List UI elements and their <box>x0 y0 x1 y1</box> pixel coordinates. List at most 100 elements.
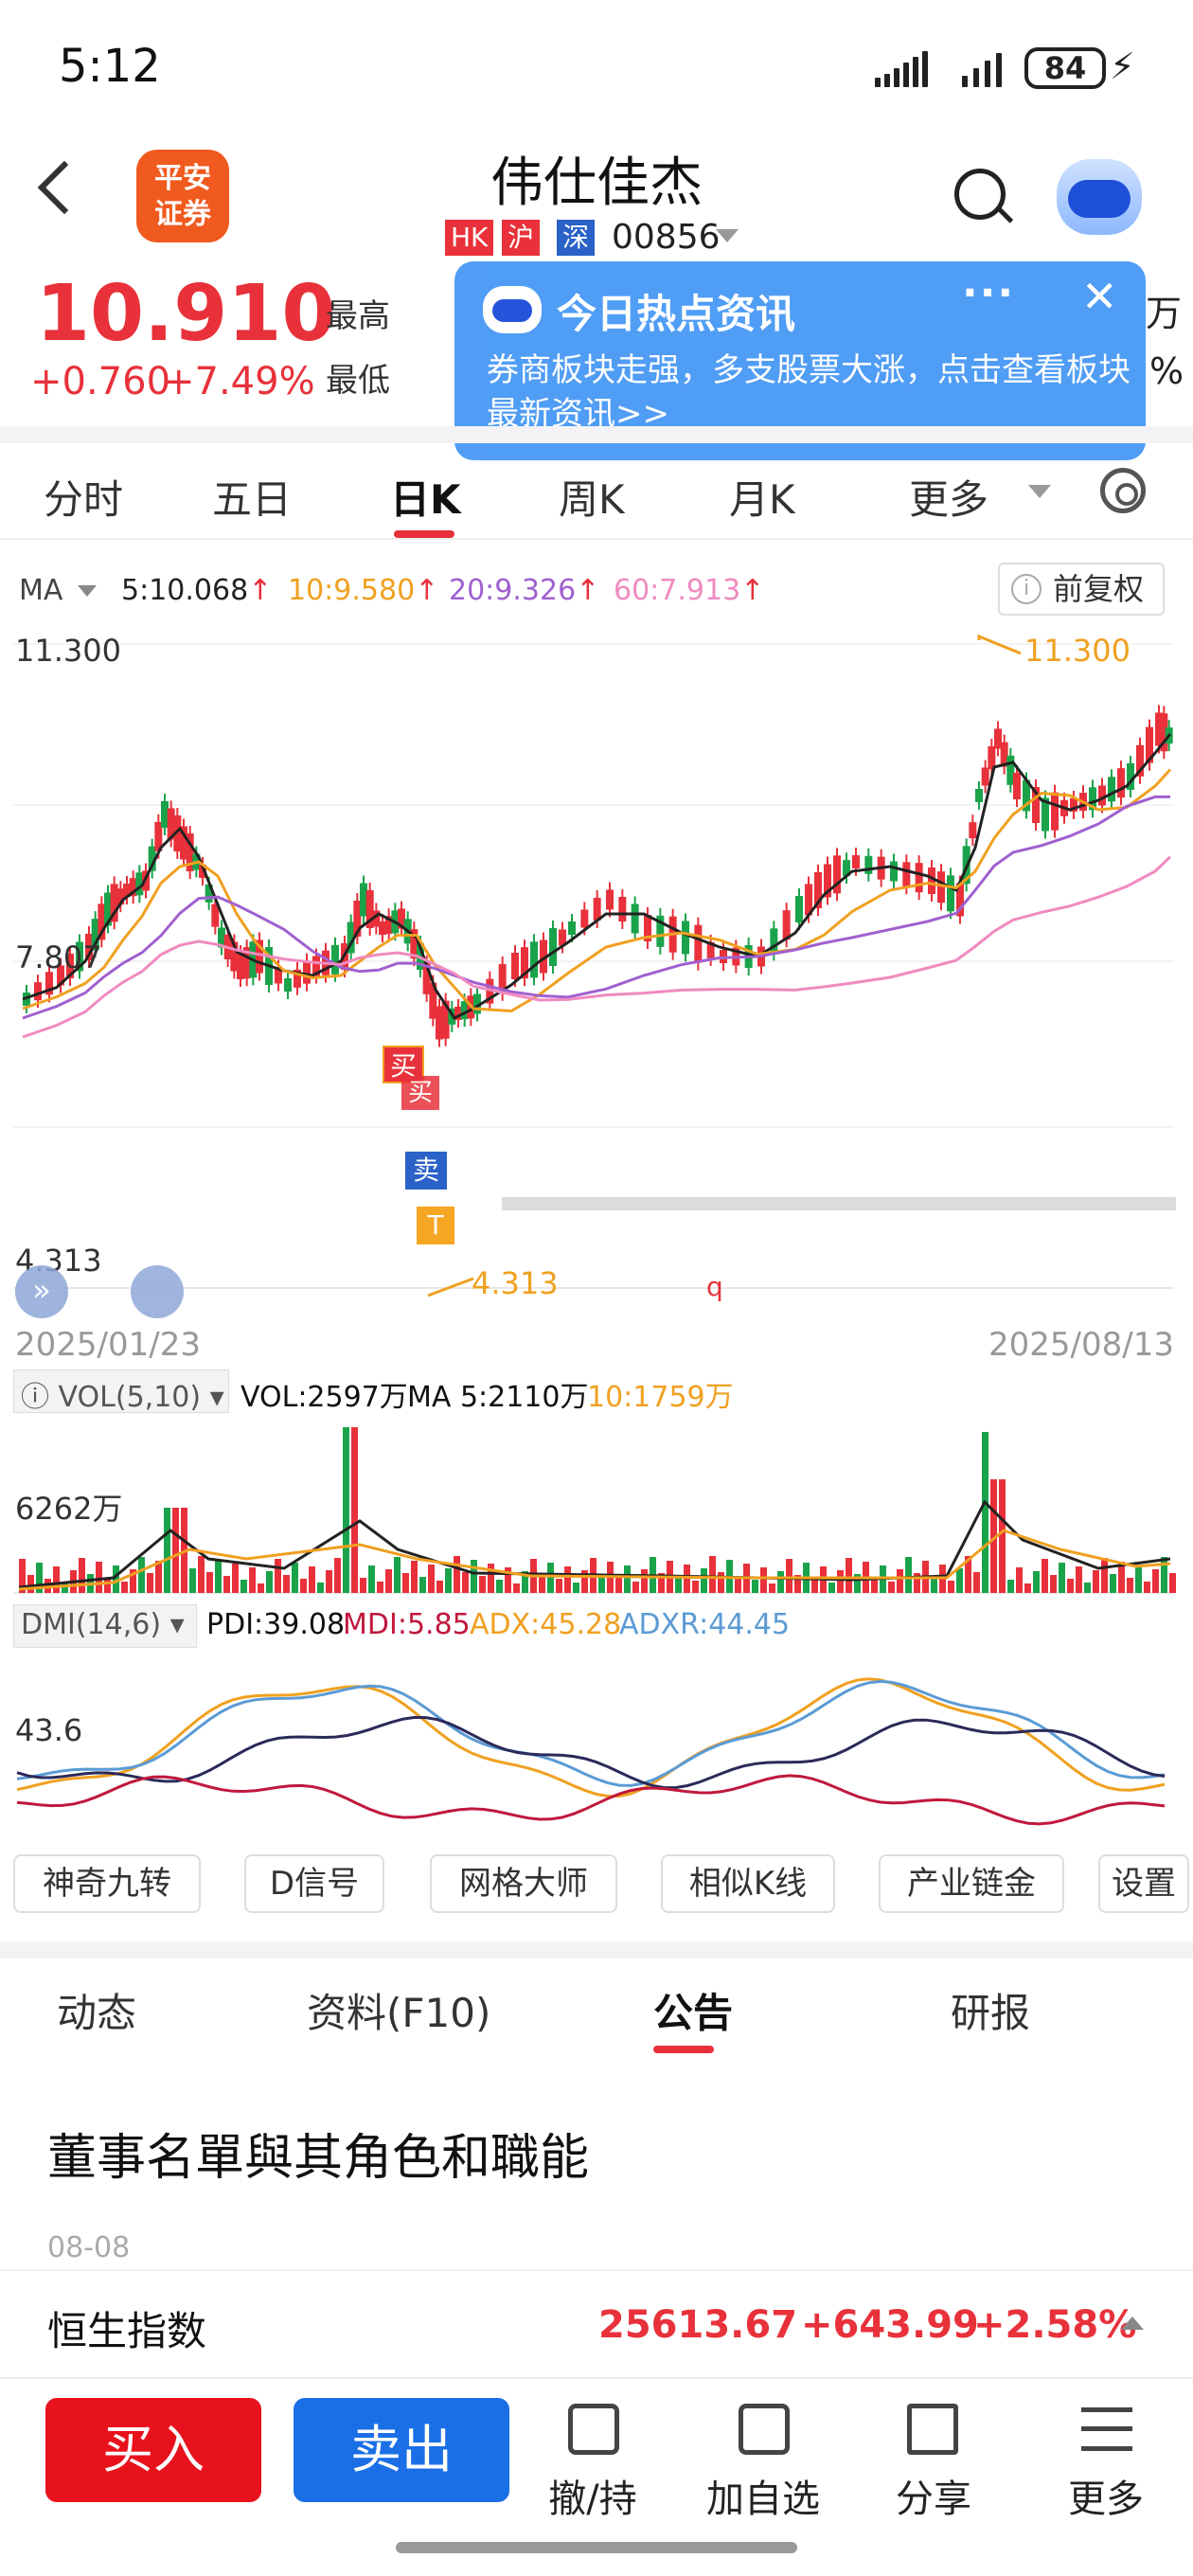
expand-left-icon[interactable]: » <box>15 1265 68 1318</box>
tool-settings[interactable]: 设置 <box>1098 1854 1189 1913</box>
ma20-value: 20:9.326↑ <box>449 574 600 607</box>
volume-bar <box>326 1570 332 1593</box>
volume-bar <box>249 1567 256 1593</box>
candle <box>814 865 822 916</box>
chevron-up-icon[interactable] <box>1121 2317 1144 2330</box>
candle <box>436 998 443 1047</box>
gear-icon[interactable] <box>1100 468 1146 513</box>
search-icon[interactable] <box>954 169 1006 220</box>
kline-chart[interactable] <box>0 625 1193 1316</box>
more-icon[interactable] <box>1081 2407 1132 2451</box>
volume-bar <box>777 1571 784 1593</box>
fuquan-button[interactable]: 前复权 <box>998 563 1165 616</box>
volume-bar <box>718 1572 724 1593</box>
withdraw-label[interactable]: 撤/持 <box>548 2478 637 2521</box>
volume-bar <box>1093 1570 1099 1593</box>
volume-bar <box>232 1564 239 1593</box>
tool-shenqi[interactable]: 神奇九转 <box>13 1854 201 1913</box>
chevron-down-icon[interactable] <box>78 585 97 597</box>
end-date: 2025/08/13 <box>988 1326 1174 1364</box>
tab-underline <box>394 530 454 538</box>
candle <box>360 875 367 924</box>
volume-bar <box>965 1556 971 1593</box>
volume-bar <box>701 1568 707 1593</box>
candle <box>256 932 263 981</box>
dmi-indicator-button[interactable] <box>13 1604 197 1648</box>
candle <box>1000 734 1008 775</box>
candle <box>1098 778 1106 814</box>
candle <box>76 934 83 979</box>
ma60-value: 60:7.913↑ <box>614 574 765 607</box>
t-signal[interactable]: T <box>417 1207 454 1244</box>
tab-yanbao[interactable]: 研报 <box>951 1990 1031 2036</box>
max-price-marker: 11.300 <box>1024 633 1131 669</box>
fullscreen-icon[interactable] <box>131 1265 184 1318</box>
close-icon[interactable]: ✕ <box>1081 271 1118 322</box>
sell-signal[interactable]: 卖 <box>405 1152 447 1190</box>
index-bar[interactable] <box>0 2269 1193 2377</box>
candle <box>98 896 106 948</box>
tag-shen: 深 <box>557 220 596 256</box>
news-title[interactable]: 董事名單與其角色和職能 <box>47 2130 590 2187</box>
candle <box>57 957 64 993</box>
volume-bar <box>871 1578 878 1593</box>
chevron-down-icon[interactable] <box>716 229 739 242</box>
tab-f10[interactable]: 资料(F10) <box>307 1990 491 2036</box>
candle <box>1117 760 1125 806</box>
volume-bar <box>53 1566 60 1593</box>
tool-dsignal[interactable]: D信号 <box>244 1854 384 1913</box>
stock-name: 伟仕佳杰 <box>490 152 703 214</box>
candle <box>618 889 627 929</box>
tab-dongtai[interactable]: 动态 <box>57 1990 137 2036</box>
tab-wuri[interactable]: 五日 <box>212 476 293 523</box>
volume-bar <box>897 1569 903 1593</box>
ma-label[interactable]: MA <box>19 574 63 607</box>
withdraw-icon[interactable] <box>568 2404 619 2455</box>
candle <box>1013 765 1021 807</box>
share-label[interactable]: 分享 <box>896 2478 971 2521</box>
tab-underline <box>653 2046 714 2053</box>
sell-button[interactable]: 卖出 <box>294 2398 509 2502</box>
candle <box>110 876 118 930</box>
volume-bar <box>641 1569 648 1593</box>
share-icon[interactable] <box>907 2404 958 2455</box>
chevron-down-icon[interactable] <box>1028 485 1051 498</box>
vol-indicator-button[interactable] <box>13 1369 229 1413</box>
candle <box>530 934 538 986</box>
vol-axis-label: 6262万 <box>15 1491 123 1527</box>
tool-similar-k[interactable]: 相似K线 <box>661 1854 835 1913</box>
candle <box>85 926 93 968</box>
add-watchlist-icon[interactable] <box>739 2404 790 2455</box>
tab-more[interactable]: 更多 <box>909 476 989 523</box>
min-price-marker: 4.313 <box>472 1265 559 1301</box>
tab-rik[interactable]: 日K <box>390 476 461 523</box>
ma10-line <box>22 768 1172 1013</box>
more-label[interactable]: 更多 <box>1068 2478 1144 2521</box>
candle <box>161 794 169 835</box>
divider <box>0 426 1193 443</box>
tab-fenshi[interactable]: 分时 <box>44 476 124 523</box>
add-watchlist-label[interactable]: 加自选 <box>706 2478 820 2521</box>
tool-grid[interactable]: 网格大师 <box>430 1854 617 1913</box>
partial-stat-1: 万 <box>1146 293 1183 334</box>
volume-bar <box>556 1579 562 1593</box>
volume-bar <box>956 1568 963 1593</box>
candle <box>1160 706 1168 760</box>
more-icon[interactable]: ··· <box>962 269 1016 317</box>
tab-gonggao[interactable]: 公告 <box>653 1990 734 2036</box>
popup-body[interactable]: 券商板块走强，多支股票大涨，点击查看板块最新资讯>> <box>487 351 1131 433</box>
index-name: 恒生指数 <box>47 2308 207 2354</box>
dmi-chart <box>16 1677 1166 1826</box>
buy-button[interactable]: 买入 <box>45 2398 261 2502</box>
volume-bar <box>1033 1571 1040 1593</box>
volume-bar <box>479 1576 486 1593</box>
tab-zhouk[interactable]: 周K <box>559 476 625 523</box>
candle <box>521 939 528 987</box>
tool-industry[interactable]: 产业链金 <box>879 1854 1064 1913</box>
volume-bar <box>343 1427 349 1593</box>
tab-yuek[interactable]: 月K <box>729 476 795 523</box>
volume-bar <box>735 1576 741 1593</box>
volume-bar <box>615 1578 622 1593</box>
buy-signal-2[interactable]: 买 <box>401 1076 439 1110</box>
candle <box>473 986 481 1022</box>
